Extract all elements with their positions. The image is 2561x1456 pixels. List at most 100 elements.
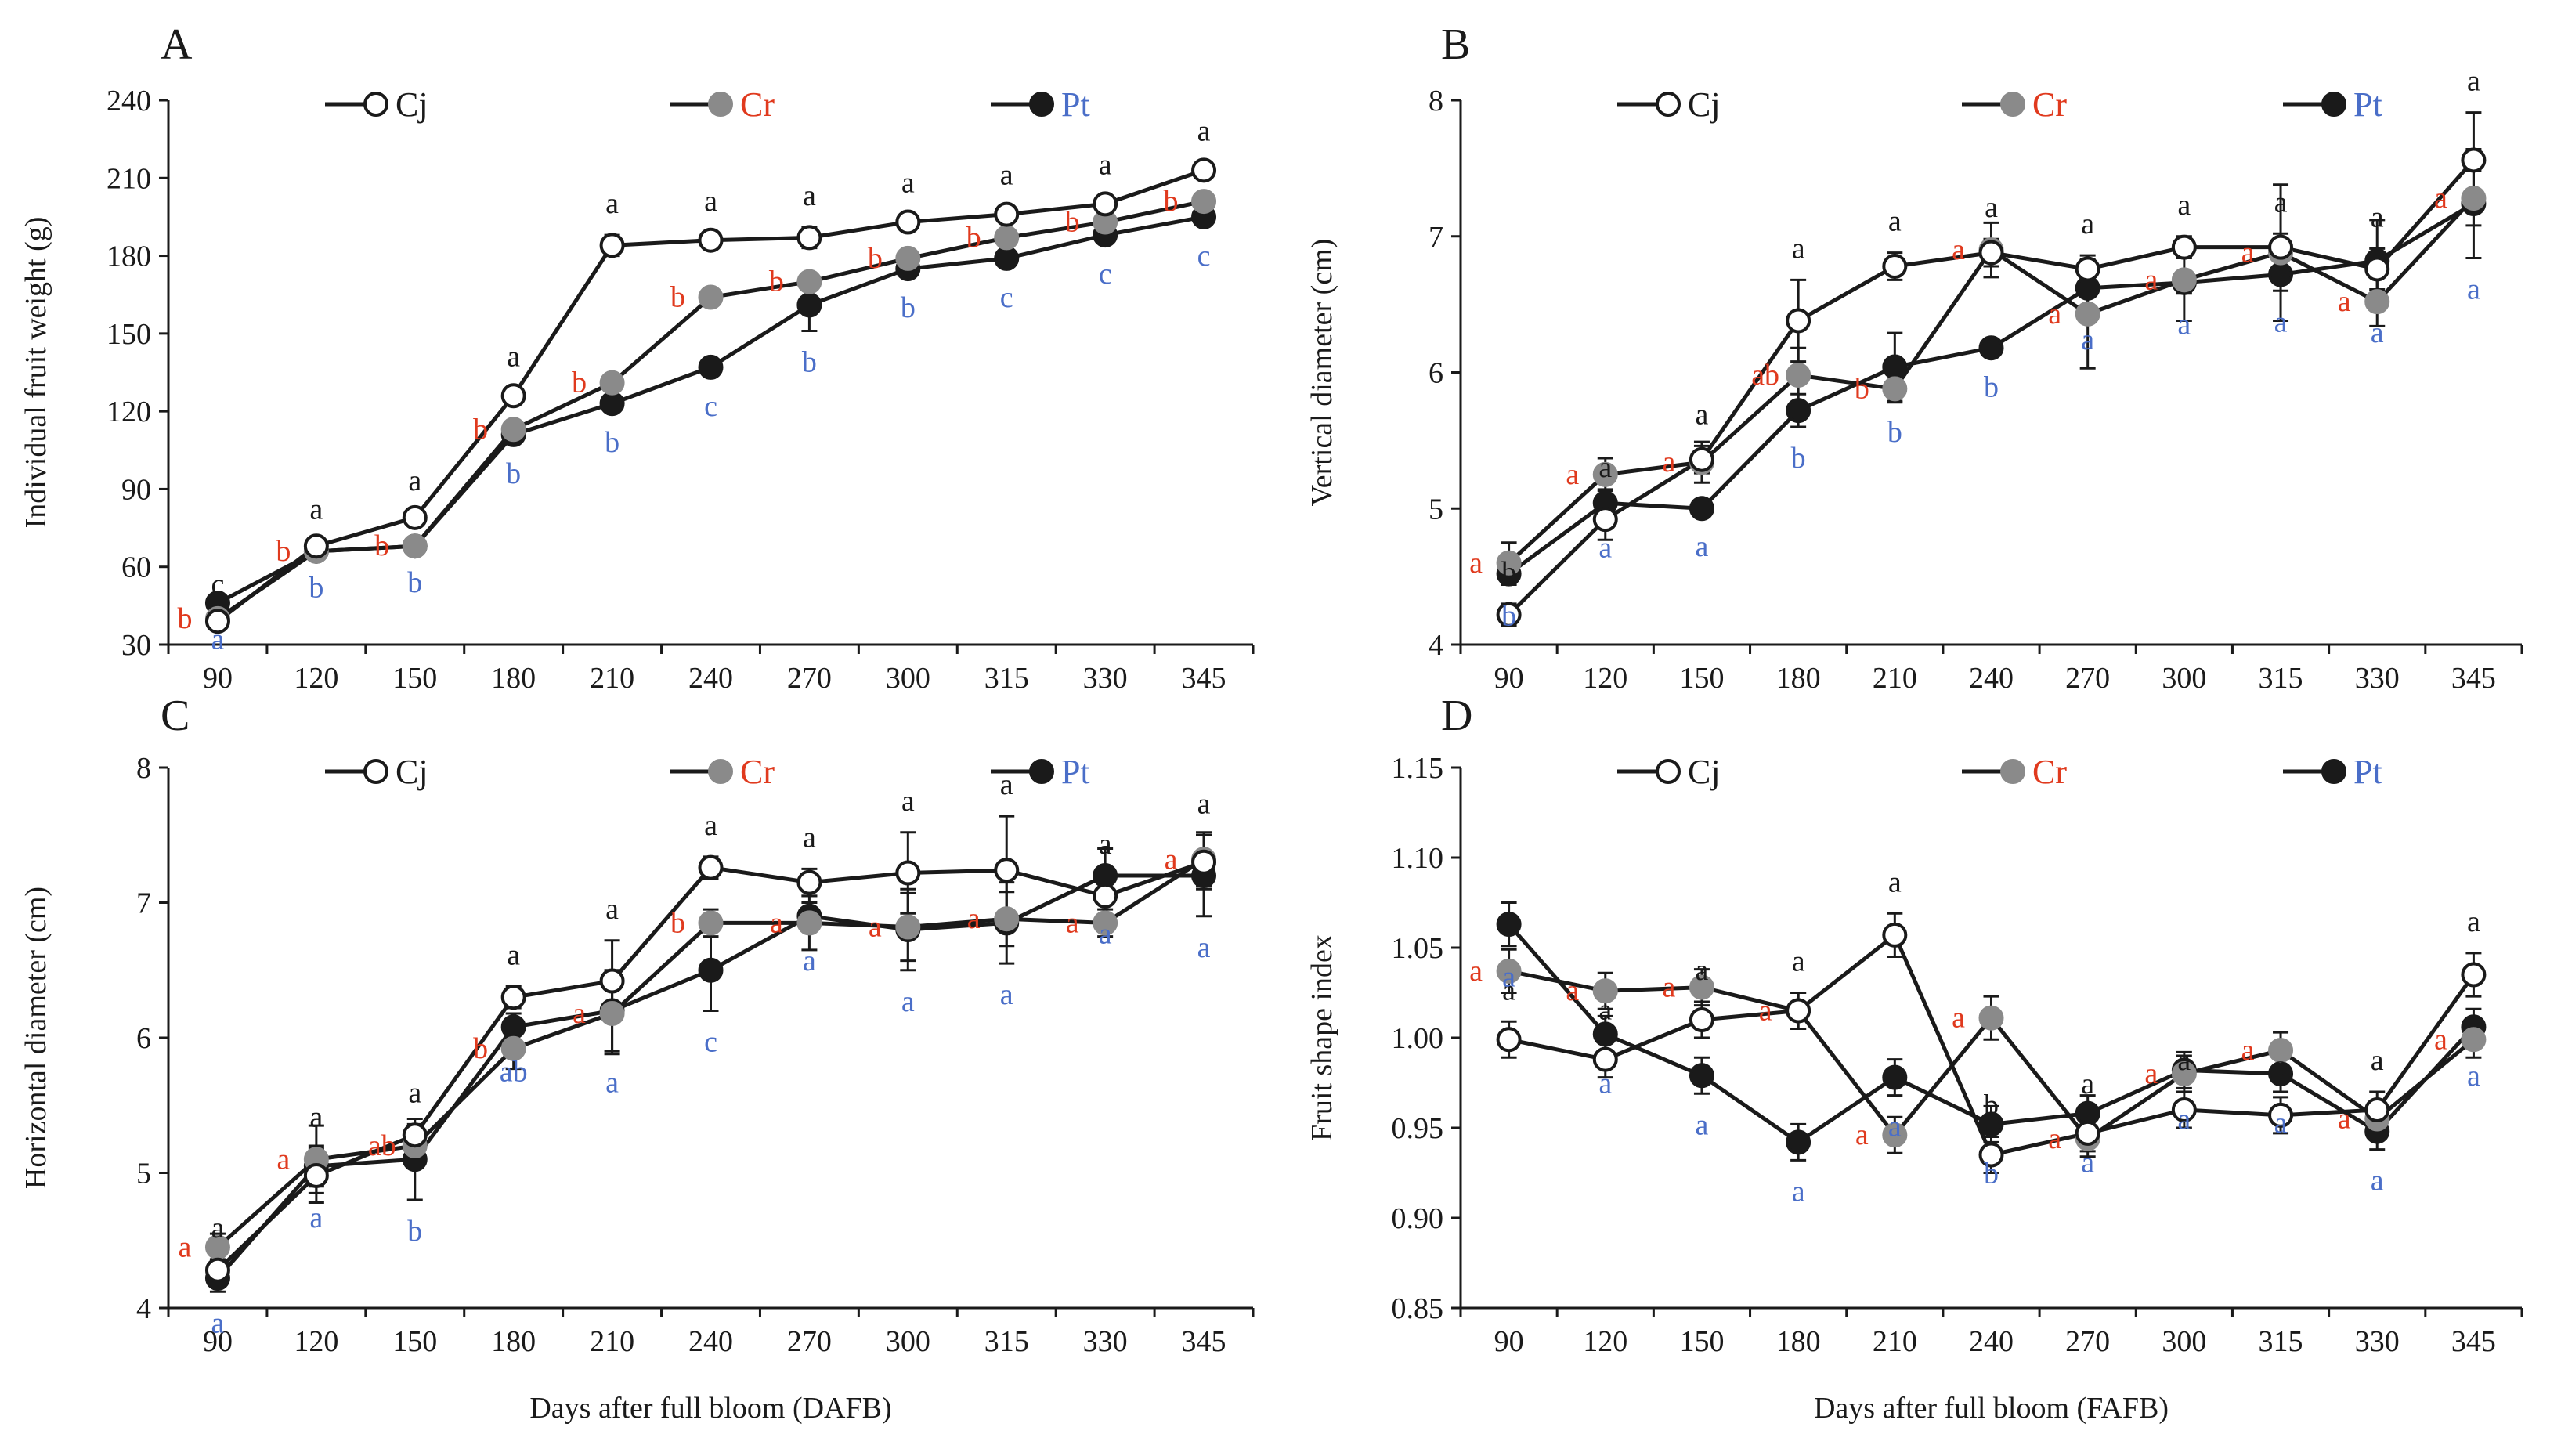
significance-letter-Pt: b: [407, 566, 422, 599]
significance-letter-Cr: a: [967, 902, 981, 935]
x-tick-label: 210: [590, 1325, 634, 1358]
significance-letter-Cj: a: [1888, 865, 1902, 898]
legend-marker-Cj: [1656, 92, 1681, 117]
y-tick-label: 240: [107, 85, 151, 117]
significance-letter-Cj: a: [901, 785, 915, 818]
data-point-Pt: [1093, 863, 1118, 888]
panel-C: C 4 5 6 7 8 90 120 150 180 210 240 270 300 315 330 345 Ho…: [20, 692, 1255, 1425]
data-point-Pt: [1978, 335, 2004, 361]
x-tick-label: 180: [1776, 1325, 1821, 1358]
data-point-Cj: [1496, 602, 1522, 627]
significance-letter-Cr: a: [2144, 263, 2158, 296]
data-point-Pt: [2268, 262, 2294, 287]
x-tick-label: 270: [2065, 662, 2110, 695]
y-tick-label: 4: [1429, 629, 1443, 662]
x-tick-label: 210: [590, 662, 634, 695]
data-point-Cr: [2171, 267, 2197, 293]
significance-letter-Pt: a: [1197, 931, 1211, 964]
significance-letter-Cj: a: [1696, 398, 1709, 431]
significance-letter-Cj: a: [1696, 954, 1709, 987]
x-tick-label: 300: [886, 1325, 930, 1358]
significance-letter-Cj: a: [803, 821, 816, 854]
data-point-Pt: [1689, 496, 1714, 522]
significance-letter-Pt: a: [2081, 1147, 2094, 1180]
legend-marker-Cr: [708, 759, 733, 784]
significance-letter-Cj: a: [309, 493, 323, 526]
significance-letter-Pt: b: [802, 346, 817, 379]
panel-D: D 0.85 0.90 0.95 1.00 1.05 1.10 1.15 90 120 150 180…: [1306, 692, 2523, 1425]
y-tick-label: 1.05: [1392, 932, 1444, 965]
y-tick-label: 0.85: [1392, 1292, 1444, 1325]
significance-letter-Cr: a: [1759, 995, 1772, 1028]
data-point-Cj: [599, 968, 625, 994]
y-tick-label: 7: [136, 887, 151, 920]
significance-letter-Cr: b: [1164, 185, 1179, 218]
data-point-Cj: [796, 225, 822, 251]
data-point-Cr: [698, 284, 724, 310]
significance-letter-Cr: a: [1566, 458, 1579, 491]
data-point-Cr: [2075, 301, 2100, 327]
significance-letter-Cj: a: [2081, 1068, 2094, 1100]
x-tick-label: 180: [491, 662, 536, 695]
significance-letter-Pt: b: [1501, 600, 1516, 633]
significance-letter-Pt: a: [901, 985, 915, 1018]
significance-letter-Pt: b: [407, 1215, 422, 1248]
data-point-Cr: [895, 914, 921, 940]
x-tick-label: 240: [1969, 1325, 2014, 1358]
significance-letter-Cr: ab: [1751, 359, 1779, 392]
y-tick-label: 1.15: [1392, 752, 1444, 785]
data-point-Cj: [599, 233, 625, 258]
significance-letter-Cr: b: [966, 221, 981, 254]
panel-B: B 4 5 6 7 8 90 120 150 180 210 240 270 300 315 330 345 Ve…: [1306, 20, 2523, 695]
x-tick-label: 90: [203, 662, 233, 695]
significance-letter-Cj: a: [408, 1076, 421, 1109]
significance-letter-Pt: a: [1598, 1067, 1612, 1100]
x-tick-label: 345: [2451, 1325, 2496, 1358]
significance-letter-Cr: a: [1663, 971, 1676, 1004]
significance-letter-Cr: b: [769, 266, 784, 298]
legend-label-Pt: Pt: [1061, 85, 1090, 124]
significance-letter-Cj: a: [2177, 1044, 2191, 1077]
data-point-Cj: [2268, 234, 2294, 260]
significance-letter-Pt: b: [901, 291, 916, 324]
x-tick-label: 150: [1679, 662, 1724, 695]
significance-letter-Cj: a: [605, 893, 619, 926]
x-tick-label: 150: [392, 662, 437, 695]
legend-label-Pt: Pt: [1061, 753, 1090, 791]
significance-letter-Cj: a: [1000, 159, 1013, 192]
legend-label-Cr: Cr: [2032, 85, 2067, 124]
data-point-Cj: [1786, 998, 1811, 1024]
data-point-Cr: [1496, 958, 1522, 984]
data-point-Cj: [402, 504, 428, 530]
data-point-Cj: [2461, 962, 2487, 988]
data-point-Cr: [994, 906, 1020, 932]
significance-letter-Pt: c: [1000, 281, 1013, 314]
significance-letter-Cj: a: [1197, 114, 1211, 147]
significance-letter-Cj: a: [408, 464, 421, 497]
significance-letter-Cr: a: [1855, 1118, 1869, 1151]
x-tick-label: 150: [392, 1325, 437, 1358]
significance-letter-Pt: b: [1984, 1157, 1999, 1190]
significance-letter-Cj: a: [1197, 787, 1211, 820]
data-point-Cj: [994, 201, 1020, 227]
significance-letter-Pt: ab: [500, 1055, 528, 1088]
y-tick-label: 30: [121, 629, 151, 662]
significance-letter-Cj: a: [1792, 232, 1805, 265]
data-point-Cj: [1496, 1027, 1522, 1053]
y-tick-label: 1.00: [1392, 1022, 1444, 1055]
significance-letter-Cr: a: [2434, 1023, 2447, 1056]
significance-letter-Cj: a: [901, 167, 915, 200]
data-point-Pt: [1592, 1021, 1618, 1047]
significance-letter-Cj: a: [2371, 201, 2384, 233]
significance-letter-Cr: b: [670, 906, 685, 939]
data-point-Pt: [1786, 398, 1811, 424]
data-point-Cj: [1882, 922, 1908, 948]
significance-letter-Cr: b: [374, 529, 389, 562]
x-tick-label: 240: [688, 662, 733, 695]
data-point-Cj: [1592, 1046, 1618, 1072]
data-point-Cr: [698, 910, 724, 936]
data-point-Cj: [303, 1162, 329, 1188]
y-tick-label: 8: [136, 752, 151, 785]
x-tick-label: 270: [2065, 1325, 2110, 1358]
legend-label-Cr: Cr: [740, 753, 775, 791]
